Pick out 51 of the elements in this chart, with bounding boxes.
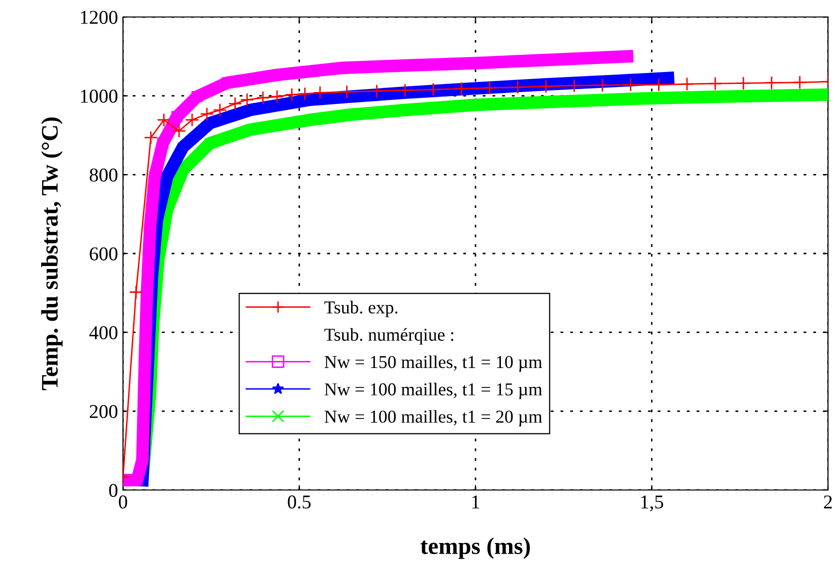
legend-label: Nw = 100 mailles, t1 = 15 µm [324,382,542,400]
point [370,84,384,98]
y-axis-title: Temp. du substrat, Tw (°C) [41,118,63,390]
point [171,111,182,122]
legend-label: Nw = 100 mailles, t1 = 20 µm [324,410,542,426]
point [144,130,158,145]
point [680,77,694,91]
point [482,81,497,95]
point [736,76,750,90]
x-tick-label: 1,5 [641,496,664,512]
x-tick-label: 0 [118,495,128,509]
point [156,112,171,127]
y-tick-label: 1200 [80,10,118,24]
point [284,88,299,102]
point [398,83,412,98]
x-axis-title: temps (ms) [420,537,530,559]
y-tick-label: 1000 [80,90,118,103]
y-tick-label: 200 [90,404,118,418]
y-tick-label: 600 [90,247,118,260]
y-tick-label: 800 [90,168,118,182]
point [708,76,722,91]
legend-label: Nw = 150 mailles, t1 = 10 µm [324,355,542,372]
point [191,91,203,102]
x-tick-label: 0.5 [288,495,311,509]
point [129,285,143,300]
point [792,75,807,90]
point [228,96,242,111]
point [212,103,227,117]
x-tick-label: 2 [824,495,832,508]
point [172,124,186,138]
point [567,78,582,93]
point [340,84,354,99]
point [764,76,779,90]
legend-label: Tsub. exp. [324,300,398,318]
point [200,107,214,121]
point [595,78,610,92]
point [270,90,284,104]
point [510,80,525,94]
point [624,78,638,92]
point [313,86,327,100]
point [454,82,468,96]
y-tick-label: 400 [89,326,118,340]
point [426,82,440,96]
point [185,112,200,127]
x-tick-label: 1 [472,496,480,508]
point [539,79,553,94]
y-tick-label: 0 [109,484,118,497]
point [256,90,270,105]
point [298,86,312,101]
annotation: Tsub. numérqiue : [324,328,454,344]
point [240,92,254,107]
